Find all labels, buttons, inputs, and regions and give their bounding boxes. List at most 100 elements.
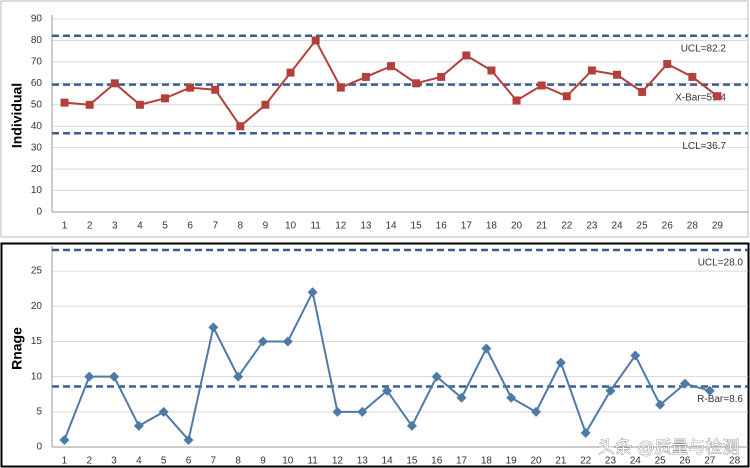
x-tick-label: 14: [385, 221, 397, 232]
control-label: UCL=28.0: [698, 258, 744, 269]
marker: [133, 420, 144, 431]
x-tick-label: 21: [536, 221, 548, 232]
x-tick-label: 18: [486, 221, 498, 232]
x-tick-label: 1: [62, 221, 68, 232]
panel: [0, 242, 750, 468]
y-tick-label: 25: [31, 266, 43, 277]
marker: [412, 79, 421, 88]
marker: [233, 371, 244, 382]
x-tick-label: 13: [360, 221, 372, 232]
y-tick-label: 5: [36, 406, 42, 417]
watermark: 头条 @质量与检测: [598, 438, 739, 458]
x-tick-label: 2: [86, 456, 92, 467]
marker: [85, 100, 94, 109]
y-axis-label: Rnage: [9, 327, 25, 370]
y-axis-label: Individual: [9, 83, 25, 148]
x-tick-label: 8: [235, 456, 241, 467]
x-tick-label: 21: [555, 456, 567, 467]
x-tick-label: 11: [307, 456, 318, 467]
y-tick-label: 20: [31, 164, 43, 175]
marker: [109, 371, 120, 382]
y-tick-label: 0: [36, 442, 42, 453]
x-tick-label: 26: [662, 221, 674, 232]
marker: [481, 343, 492, 354]
marker: [562, 92, 571, 101]
y-tick-label: 10: [31, 371, 43, 382]
marker: [506, 392, 517, 403]
x-tick-label: 22: [580, 456, 592, 467]
x-tick-label: 23: [605, 456, 617, 467]
x-tick-label: 10: [285, 221, 297, 232]
marker: [286, 68, 295, 77]
marker: [688, 72, 697, 81]
x-tick-label: 11: [310, 221, 321, 232]
marker: [282, 336, 293, 347]
marker: [580, 427, 591, 438]
marker: [531, 406, 542, 417]
x-tick-label: 1: [62, 456, 68, 467]
marker: [387, 62, 395, 71]
x-tick-label: 4: [137, 221, 143, 232]
x-tick-label: 25: [637, 221, 649, 232]
x-tick-label: 8: [238, 221, 244, 232]
x-tick-label: 7: [212, 221, 218, 232]
x-tick-label: 19: [506, 456, 518, 467]
x-tick-label: 16: [431, 456, 443, 467]
marker: [605, 385, 616, 396]
x-tick-label: 6: [187, 221, 193, 232]
x-tick-label: 12: [332, 456, 344, 467]
marker: [406, 420, 417, 431]
x-tick-label: 5: [161, 456, 167, 467]
marker: [555, 357, 566, 368]
x-tick-label: 2: [87, 221, 93, 232]
marker: [183, 434, 194, 445]
marker: [59, 434, 70, 445]
x-tick-label: 20: [511, 221, 523, 232]
marker: [704, 385, 715, 396]
marker: [211, 85, 220, 94]
marker: [84, 371, 95, 382]
y-tick-label: 40: [31, 121, 43, 132]
marker: [630, 350, 641, 361]
marker: [713, 92, 722, 101]
marker: [311, 36, 320, 45]
marker: [186, 83, 195, 92]
x-tick-label: 9: [260, 456, 266, 467]
marker: [307, 287, 318, 298]
marker: [135, 100, 144, 109]
x-tick-label: 27: [704, 456, 716, 467]
control-label: UCL=82.2: [681, 43, 727, 54]
control-label: LCL=36.7: [682, 141, 726, 152]
marker: [431, 371, 442, 382]
x-tick-label: 7: [211, 456, 217, 467]
marker: [613, 70, 621, 79]
y-tick-label: 80: [31, 35, 43, 46]
marker: [587, 66, 596, 75]
marker: [663, 60, 672, 69]
marker: [161, 94, 169, 103]
x-tick-label: 15: [411, 221, 423, 232]
x-tick-label: 4: [136, 456, 142, 467]
marker: [158, 406, 169, 417]
x-tick-label: 22: [561, 221, 573, 232]
x-tick-label: 29: [712, 221, 724, 232]
y-tick-label: 90: [31, 14, 43, 25]
marker: [261, 100, 270, 109]
marker: [638, 87, 647, 96]
x-tick-label: 3: [111, 456, 117, 467]
x-tick-label: 26: [679, 456, 691, 467]
marker: [257, 336, 268, 347]
y-tick-label: 15: [31, 336, 43, 347]
x-tick-label: 17: [456, 456, 468, 467]
marker: [382, 385, 393, 396]
y-tick-label: 30: [31, 142, 43, 153]
x-tick-label: 3: [112, 221, 118, 232]
x-tick-label: 18: [481, 456, 493, 467]
x-tick-label: 9: [263, 221, 269, 232]
marker: [357, 406, 368, 417]
marker: [332, 406, 343, 417]
control-label: X-Bar=59.4: [675, 92, 726, 103]
marker: [462, 51, 471, 60]
x-tick-label: 25: [655, 456, 667, 467]
